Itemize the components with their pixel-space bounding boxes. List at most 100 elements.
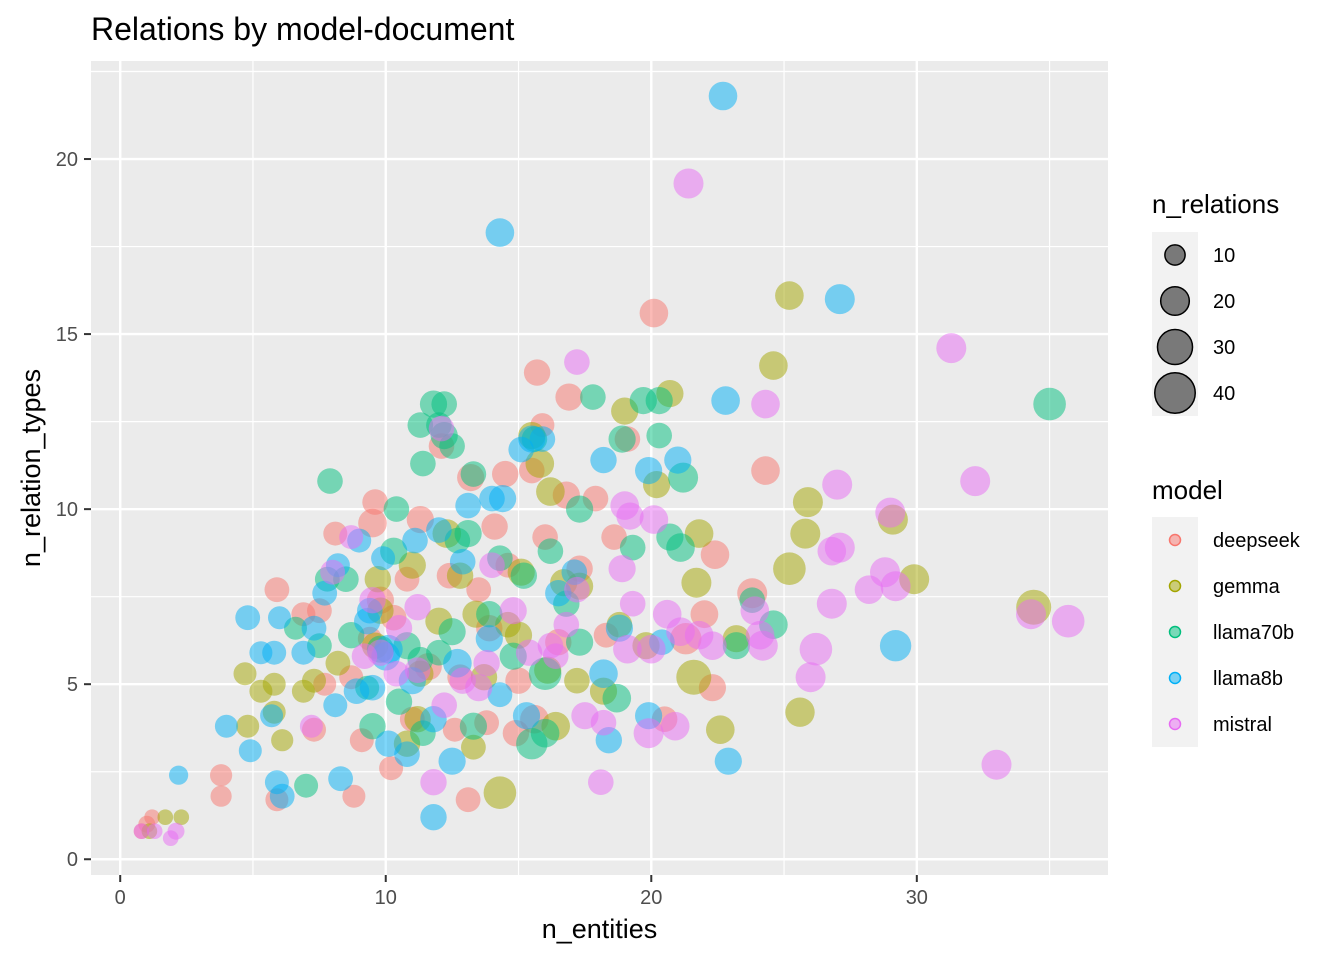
data-point-mistral (133, 823, 150, 839)
data-point-deepseek (358, 508, 387, 538)
data-point-llama8b (238, 739, 262, 763)
data-point-llama8b (354, 608, 381, 635)
data-point-gemma (325, 650, 351, 676)
size-legend-label: 30 (1213, 337, 1235, 359)
y-tick-label: 15 (56, 324, 78, 346)
data-point-gemma (271, 729, 294, 752)
data-point-llama8b (301, 615, 327, 641)
data-point-llama8b (426, 517, 452, 543)
size-legend-label: 20 (1213, 291, 1235, 313)
data-point-deepseek (210, 785, 232, 807)
data-point-mistral (608, 555, 636, 583)
data-point-llama70b (510, 562, 537, 589)
data-point-deepseek (264, 577, 290, 603)
data-point-deepseek (555, 383, 583, 411)
data-point-gemma (790, 518, 821, 549)
data-point-llama8b (479, 485, 505, 512)
data-point-mistral (473, 650, 500, 677)
data-point-llama8b (664, 446, 692, 474)
data-point-gemma (681, 567, 712, 598)
data-point-llama8b (323, 693, 348, 718)
data-point-deepseek (751, 456, 780, 485)
data-point-llama70b (294, 773, 319, 798)
data-point-llama70b (580, 384, 606, 410)
data-point-mistral (1016, 599, 1046, 630)
data-point-gemma (291, 679, 315, 703)
data-point-llama8b (824, 284, 855, 315)
data-point-mistral (633, 718, 664, 749)
color-legend-label: deepseek (1213, 530, 1301, 552)
data-point-gemma (249, 679, 273, 703)
data-point-mistral (854, 575, 884, 604)
size-legend-key (1164, 244, 1186, 266)
color-legend-key (1168, 717, 1182, 731)
data-point-llama8b (879, 630, 912, 662)
data-point-mistral (960, 466, 991, 497)
data-point-deepseek (505, 667, 532, 694)
data-point-mistral (553, 611, 580, 638)
data-point-mistral (564, 576, 590, 603)
data-point-llama70b (566, 495, 594, 523)
data-point-mistral (564, 349, 590, 375)
data-point-llama70b (666, 533, 695, 562)
data-point-gemma (364, 566, 391, 593)
data-point-deepseek (210, 764, 233, 787)
data-point-deepseek (362, 489, 388, 515)
data-point-llama8b (529, 426, 556, 452)
data-point-llama8b (268, 606, 291, 630)
color-legend: model deepseek gemma llama70b llama8b mistra… (1152, 475, 1301, 747)
data-point-llama8b (291, 640, 316, 665)
data-point-mistral (824, 532, 855, 563)
data-point-deepseek (639, 298, 669, 328)
color-legend-title: model (1152, 475, 1223, 505)
y-axis-label: n_relation_types (16, 369, 46, 567)
data-point-deepseek (342, 784, 366, 808)
data-point-gemma (775, 281, 804, 310)
data-point-llama70b (407, 412, 434, 438)
data-point-llama70b (431, 391, 458, 417)
data-point-gemma (706, 715, 735, 744)
data-point-llama70b (317, 468, 343, 494)
data-point-deepseek (455, 787, 481, 813)
data-point-deepseek (144, 809, 160, 825)
data-point-llama70b (359, 713, 386, 740)
data-point-llama8b (312, 580, 338, 606)
data-point-mistral (613, 634, 642, 664)
data-point-llama8b (343, 678, 370, 704)
data-point-mistral (822, 469, 853, 500)
data-point-mistral (588, 769, 614, 795)
data-point-gemma (773, 552, 806, 585)
data-point-mistral (981, 749, 1012, 780)
data-point-llama8b (420, 804, 447, 831)
x-axis: 0 10 20 30 (115, 875, 928, 909)
data-point-mistral (359, 587, 386, 614)
data-point-llama8b (589, 659, 618, 688)
chart-title: Relations by model-document (91, 11, 514, 47)
x-tick-label: 10 (375, 887, 397, 909)
data-point-gemma (525, 449, 555, 478)
data-point-mistral (431, 692, 458, 718)
data-point-llama70b (383, 496, 410, 522)
data-point-llama8b (590, 446, 617, 474)
data-point-deepseek (523, 359, 551, 386)
data-point-mistral (639, 505, 669, 534)
data-point-llama8b (635, 457, 663, 485)
data-point-llama8b (269, 783, 295, 809)
data-point-llama70b (385, 688, 413, 715)
data-point-mistral (875, 497, 906, 528)
color-legend-key (1168, 671, 1182, 685)
data-point-llama8b (371, 546, 396, 571)
data-point-deepseek (466, 577, 492, 603)
data-point-mistral (465, 674, 493, 702)
data-point-llama70b (438, 618, 466, 646)
data-point-llama70b (619, 534, 646, 561)
y-axis: 0 5 10 15 20 (56, 149, 91, 871)
data-point-llama8b (455, 492, 481, 519)
y-tick-label: 20 (56, 149, 78, 171)
data-point-llama70b (516, 728, 548, 760)
data-point-gemma (785, 697, 815, 727)
data-point-gemma (236, 714, 260, 738)
x-tick-label: 0 (115, 887, 126, 909)
color-legend-key (1168, 533, 1182, 547)
